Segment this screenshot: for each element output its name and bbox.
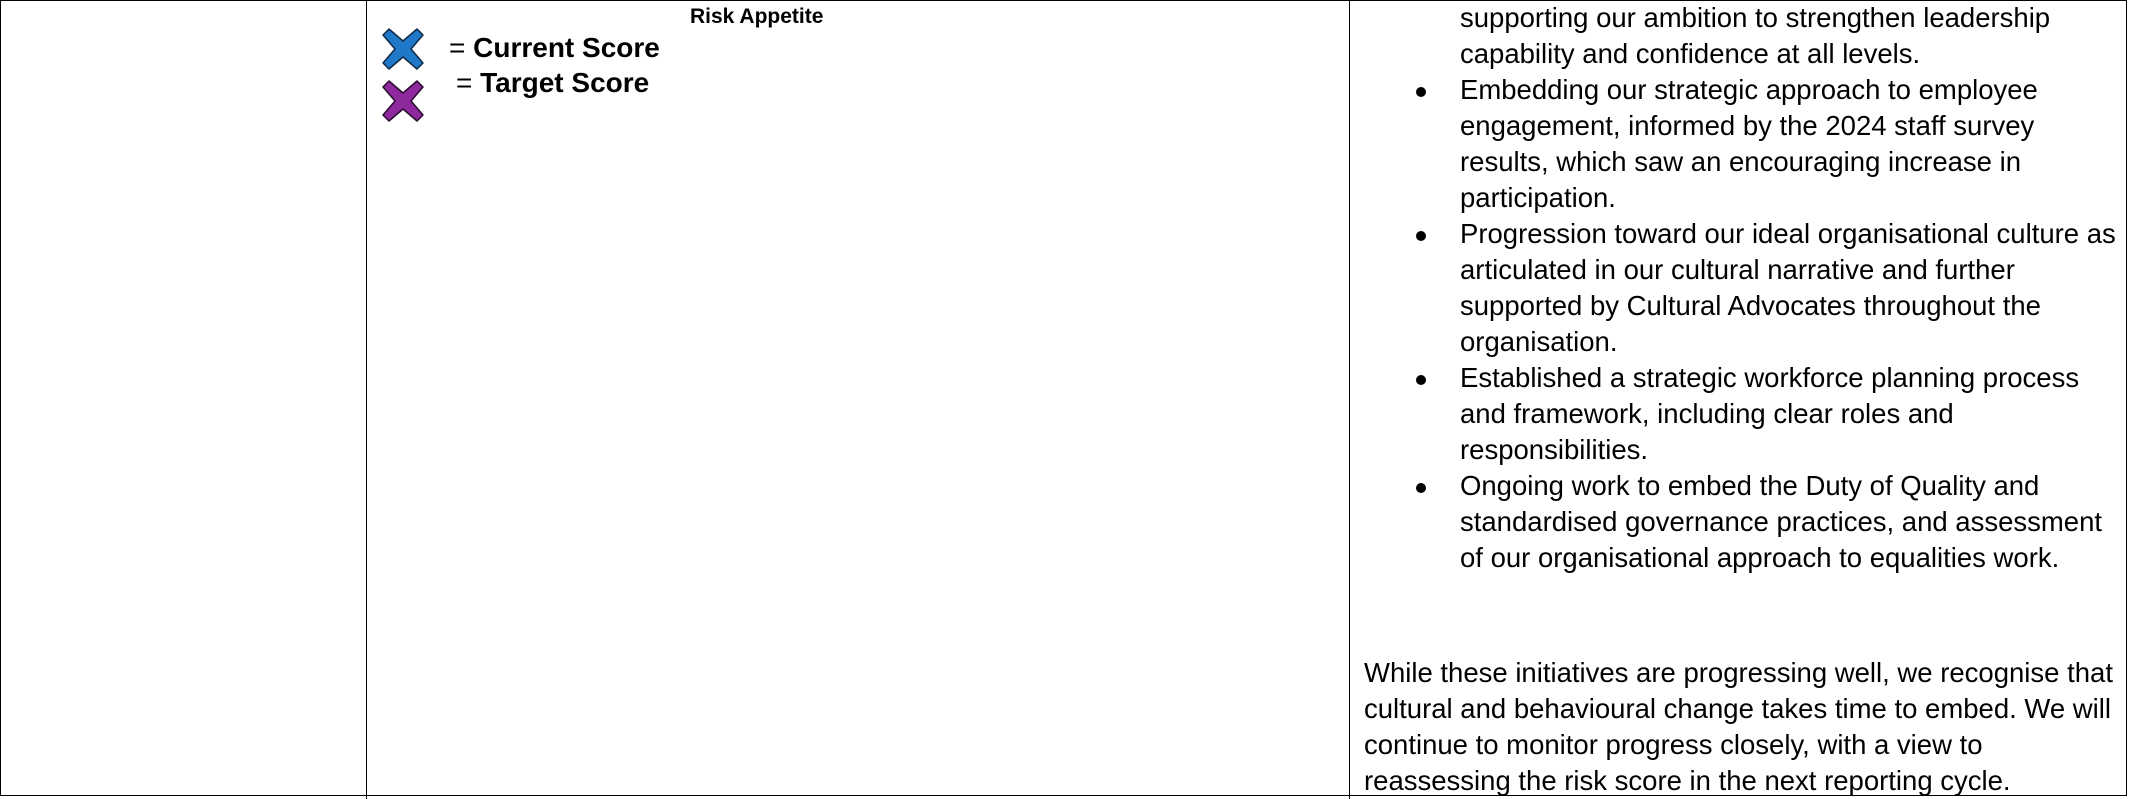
legend-current-score: = Current Score — [381, 27, 660, 71]
list-item: Embedding our strategic approach to empl… — [1364, 72, 2116, 216]
bullet-icon — [1416, 375, 1426, 385]
blue-x-icon — [381, 27, 425, 71]
list-item-text: supporting our ambition to strengthen le… — [1460, 2, 2051, 69]
legend-target-score: = Target Score — [381, 67, 649, 123]
initiatives-list: supporting our ambition to strengthen le… — [1364, 0, 2116, 576]
legend-target-text: = Target Score — [456, 67, 649, 99]
current-score-label: Current Score — [473, 32, 660, 63]
list-item: Ongoing work to embed the Duty of Qualit… — [1364, 468, 2116, 576]
bullet-icon — [1416, 231, 1426, 241]
list-item-text: Established a strategic workforce planni… — [1460, 362, 2080, 465]
equals-sign: = — [449, 32, 466, 63]
purple-x-icon — [381, 79, 425, 123]
list-item: supporting our ambition to strengthen le… — [1364, 0, 2116, 72]
legend-current-text: = Current Score — [449, 32, 660, 64]
list-item: Progression toward our ideal organisatio… — [1364, 216, 2116, 360]
target-score-label: Target Score — [480, 67, 650, 98]
bullet-icon — [1416, 87, 1426, 97]
closing-paragraph: While these initiatives are progressing … — [1364, 657, 2113, 796]
legend-title: Risk Appetite — [690, 5, 824, 28]
list-item-text: Embedding our strategic approach to empl… — [1460, 74, 2038, 213]
column-divider-left — [366, 0, 367, 799]
column-divider-right — [1349, 0, 1350, 799]
list-item: Established a strategic workforce planni… — [1364, 360, 2116, 468]
equals-sign: = — [456, 67, 473, 98]
list-item-text: Progression toward our ideal organisatio… — [1460, 218, 2116, 357]
bullet-icon — [1416, 483, 1426, 493]
list-item-text: Ongoing work to embed the Duty of Qualit… — [1460, 470, 2103, 573]
narrative-column: supporting our ambition to strengthen le… — [1364, 0, 2116, 796]
